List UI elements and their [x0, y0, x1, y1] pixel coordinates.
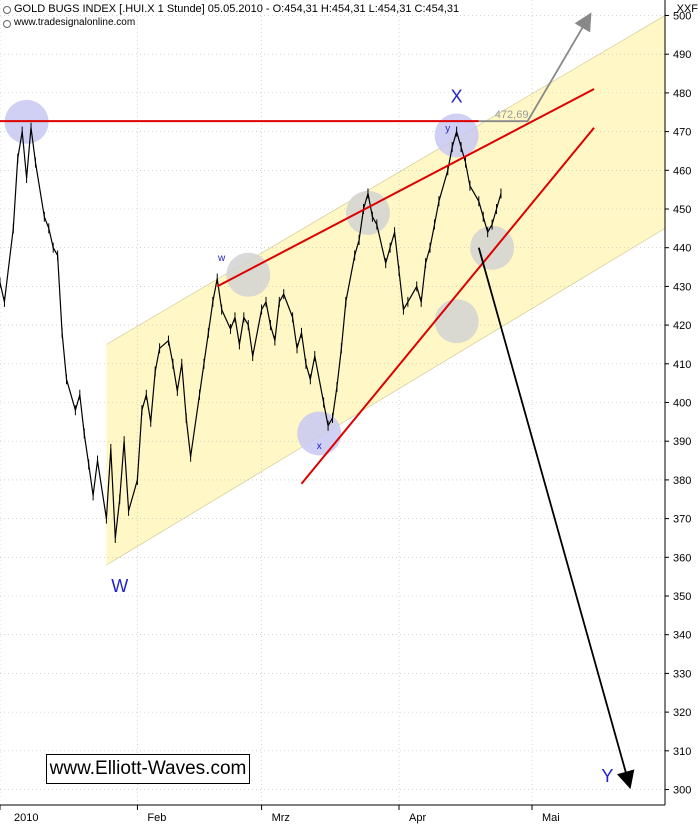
- y-tick-label: 390: [673, 436, 691, 448]
- y-tick-label: 410: [673, 359, 691, 371]
- corner-label: XXF: [676, 3, 698, 15]
- y-tick-label: 450: [673, 204, 691, 216]
- y-tick-label: 350: [673, 591, 691, 603]
- y-tick-label: 360: [673, 552, 691, 564]
- highlight-circle: [226, 252, 271, 297]
- y-tick-label: 320: [673, 707, 691, 719]
- y-tick-label: 310: [673, 746, 691, 758]
- y-tick-label: 490: [673, 49, 691, 61]
- y-tick-label: 380: [673, 475, 691, 487]
- y-tick-label: 330: [673, 668, 691, 680]
- wave-label: w: [217, 253, 226, 264]
- price-level-label: 472,69: [495, 109, 529, 121]
- trend-line: [216, 88, 595, 288]
- x-tick-label: 2010: [14, 812, 38, 824]
- x-tick-label: Apr: [409, 812, 426, 824]
- watermark-box: www.Elliott-Waves.com: [46, 754, 250, 784]
- y-tick-label: 500: [673, 10, 691, 22]
- highlight-circle: [434, 299, 479, 344]
- price-series-line: [0, 127, 502, 539]
- y-tick-label: 420: [673, 320, 691, 332]
- website-label: www.tradesignalonline.com: [14, 17, 136, 28]
- y-tick-label: 440: [673, 243, 691, 255]
- y-tick-label: 400: [673, 398, 691, 410]
- y-tick-label: 460: [673, 165, 691, 177]
- wave-label: X: [451, 87, 463, 107]
- channel-lower-border: [106, 227, 666, 566]
- y-tick-label: 480: [673, 88, 691, 100]
- y-tick-label: 300: [673, 785, 691, 797]
- y-tick-label: 430: [673, 281, 691, 293]
- wave-label: W: [111, 576, 128, 596]
- x-tick-label: Feb: [147, 812, 166, 824]
- trend-line: [300, 127, 595, 485]
- header-website-icon: [3, 20, 11, 28]
- y-tick-label: 470: [673, 127, 691, 139]
- header-title-icon: [3, 6, 11, 14]
- y-tick-label: 370: [673, 514, 691, 526]
- x-tick-label: Mrz: [272, 812, 290, 824]
- chart-title: GOLD BUGS INDEX [.HUI.X 1 Stunde] 05.05.…: [14, 3, 460, 15]
- projection-arrow: [478, 12, 592, 123]
- x-tick-label: Mai: [542, 812, 560, 824]
- channel-upper-border: [106, 15, 666, 345]
- wave-label: x: [317, 441, 322, 452]
- projection-arrow: [477, 247, 635, 790]
- wave-label: y: [445, 124, 450, 135]
- y-tick-label: 340: [673, 630, 691, 642]
- channel-band: [106, 15, 665, 566]
- wave-label: Y: [601, 766, 613, 786]
